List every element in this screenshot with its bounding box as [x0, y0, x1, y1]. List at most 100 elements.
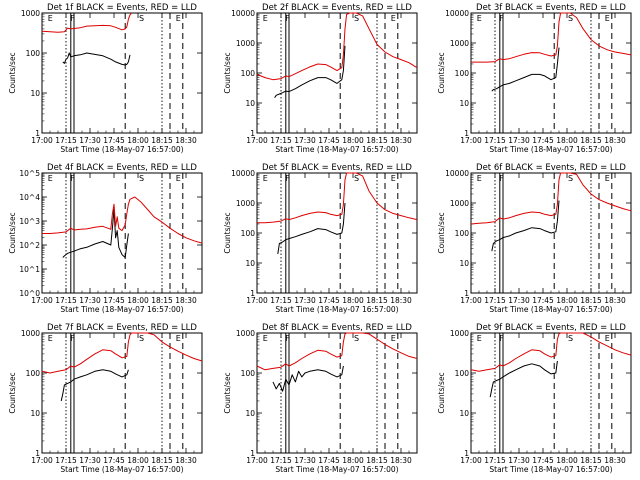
- marker-letter: E: [176, 334, 181, 343]
- lld-series-line: [257, 172, 418, 224]
- x-tick-label: 17:15: [55, 136, 77, 145]
- marker-letter: S: [568, 334, 573, 343]
- y-tick-label: 10^4: [19, 193, 40, 202]
- x-tick-label: 17:15: [484, 456, 506, 465]
- x-tick-label: 18:00: [556, 136, 578, 145]
- lld-series-line: [470, 172, 632, 225]
- x-tick-label: 18:00: [342, 136, 364, 145]
- marker-letter: E: [477, 174, 482, 183]
- y-tick-label: 10^0: [19, 289, 40, 298]
- x-axis-label: Start Time (18-May-07 16:57:00): [489, 145, 612, 154]
- y-tick-label: 10^2: [19, 241, 40, 250]
- x-tick-label: 18:00: [127, 456, 149, 465]
- events-series-line: [274, 45, 346, 98]
- x-tick-label: 18:30: [175, 456, 197, 465]
- y-tick-label: 1: [464, 129, 469, 138]
- y-tick-label: 10: [245, 409, 255, 418]
- panel-title: Det 4f BLACK = Events, RED = LLD: [47, 163, 197, 173]
- x-tick-label: 17:30: [294, 136, 316, 145]
- x-tick-label: 18:00: [556, 296, 578, 305]
- y-tick-label: 1000: [21, 329, 40, 338]
- marker-letter: E: [263, 174, 268, 183]
- x-axis-label: Start Time (18-May-07 16:57:00): [60, 305, 183, 314]
- x-tick-label: 18:30: [390, 456, 412, 465]
- x-tick-label: 18:15: [366, 136, 388, 145]
- marker-letter: F: [285, 174, 290, 183]
- marker-letter: S: [139, 334, 144, 343]
- x-tick-label: 17:45: [103, 136, 125, 145]
- y-tick-label: 100: [241, 69, 256, 78]
- x-tick-label: 17:00: [246, 136, 268, 145]
- lld-series-line: [256, 332, 418, 371]
- marker-letter: F: [285, 14, 290, 23]
- x-tick-label: 17:15: [270, 296, 292, 305]
- x-tick-label: 18:15: [151, 296, 173, 305]
- marker-letter: E: [605, 174, 610, 183]
- lld-series-line: [471, 12, 632, 63]
- marker-letter: S: [354, 14, 359, 23]
- x-tick-label: 18:30: [604, 296, 626, 305]
- marker-letter: E: [263, 14, 268, 23]
- y-axis-label: Counts/sec: [437, 212, 446, 253]
- x-tick-label: 18:15: [580, 296, 602, 305]
- marker-letter: S: [568, 14, 573, 23]
- x-tick-label: 17:30: [508, 456, 530, 465]
- x-axis-label: Start Time (18-May-07 16:57:00): [275, 465, 398, 474]
- marker-letter: F: [70, 14, 75, 23]
- y-tick-label: 10000: [231, 9, 255, 18]
- panel-title: Det 9f BLACK = Events, RED = LLD: [476, 323, 626, 333]
- y-tick-label: 10000: [445, 169, 469, 178]
- y-tick-label: 100: [26, 49, 41, 58]
- marker-letter: E: [176, 174, 181, 183]
- x-axis-label: Start Time (18-May-07 16:57:00): [489, 465, 612, 474]
- panel-title: Det 3f BLACK = Events, RED = LLD: [476, 3, 626, 13]
- y-tick-label: 10000: [445, 9, 469, 18]
- marker-letter: F: [499, 174, 504, 183]
- x-tick-label: 17:15: [270, 456, 292, 465]
- marker-letter: E: [48, 174, 53, 183]
- x-tick-label: 17:30: [79, 136, 101, 145]
- x-axis-label: Start Time (18-May-07 16:57:00): [489, 305, 612, 314]
- events-series-line: [489, 360, 558, 398]
- x-axis-label: Start Time (18-May-07 16:57:00): [275, 145, 398, 154]
- x-tick-label: 17:45: [318, 136, 340, 145]
- y-axis-label: Counts/sec: [223, 52, 232, 93]
- x-axis-label: Start Time (18-May-07 16:57:00): [275, 305, 398, 314]
- panel-title: Det 6f BLACK = Events, RED = LLD: [476, 163, 626, 173]
- y-tick-label: 10: [30, 409, 40, 418]
- y-tick-label: 100: [26, 369, 41, 378]
- y-axis-label: Counts/sec: [223, 372, 232, 413]
- x-tick-label: 18:15: [151, 136, 173, 145]
- events-series-line: [277, 202, 346, 255]
- x-tick-label: 17:30: [294, 296, 316, 305]
- y-tick-label: 10: [245, 99, 255, 108]
- y-axis-label: Counts/sec: [8, 372, 17, 413]
- panel-title: Det 1f BLACK = Events, RED = LLD: [47, 3, 197, 13]
- events-series-line: [62, 52, 131, 66]
- x-tick-label: 17:30: [79, 296, 101, 305]
- y-tick-label: 1: [464, 289, 469, 298]
- x-tick-label: 17:15: [484, 296, 506, 305]
- x-tick-label: 17:00: [246, 296, 268, 305]
- x-tick-label: 17:45: [103, 456, 125, 465]
- marker-letter: E: [477, 334, 482, 343]
- x-tick-label: 17:00: [460, 296, 482, 305]
- x-tick-label: 17:30: [508, 136, 530, 145]
- marker-letter: F: [70, 174, 75, 183]
- panel-title: Det 2f BLACK = Events, RED = LLD: [262, 3, 412, 13]
- y-tick-label: 100: [455, 369, 470, 378]
- lld-series-line: [41, 12, 132, 33]
- x-tick-label: 17:30: [508, 296, 530, 305]
- y-tick-label: 1: [35, 449, 40, 458]
- y-tick-label: 100: [455, 69, 470, 78]
- marker-letter: E: [48, 14, 53, 23]
- y-axis-label: Counts/sec: [437, 372, 446, 413]
- y-tick-label: 1: [250, 129, 255, 138]
- y-tick-label: 10^5: [19, 169, 40, 178]
- marker-letter: S: [568, 174, 573, 183]
- x-tick-label: 17:00: [460, 456, 482, 465]
